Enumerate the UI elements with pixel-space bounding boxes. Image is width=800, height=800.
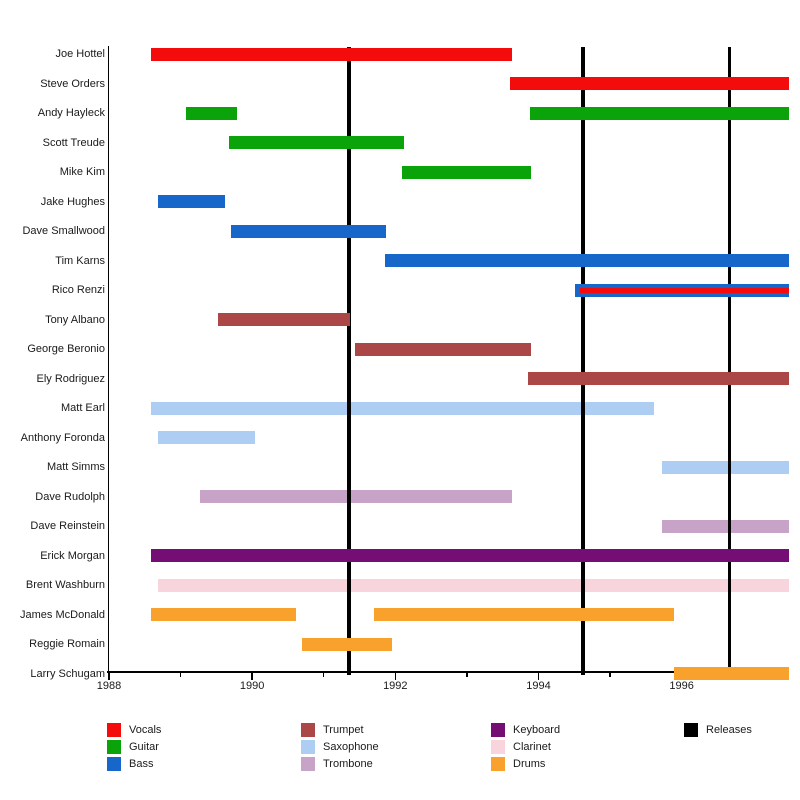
timeline-bar-guitar	[529, 106, 789, 120]
legend-label-keyboard: Keyboard	[513, 724, 561, 736]
member-label: Scott Treude	[42, 136, 105, 149]
member-label: Dave Smallwood	[22, 225, 105, 237]
member-label: Mike Kim	[59, 166, 105, 178]
timeline-bar-drums	[674, 667, 789, 680]
member-label: Reggie Romain	[29, 638, 105, 650]
axis-minor-tick	[179, 672, 182, 677]
timeline-bar-trumpet	[355, 342, 531, 356]
axis-minor-tick	[609, 672, 611, 677]
legend-label-trumpet: Trumpet	[323, 724, 364, 736]
axis-major-tick	[394, 672, 397, 680]
member-label: Andy Hayleck	[37, 107, 105, 119]
member-label: Brent Washburn	[25, 579, 105, 591]
release-marker-line	[727, 47, 732, 675]
release-marker-line	[347, 47, 351, 675]
axis-tick-label: 1992	[383, 680, 408, 692]
member-label: Tony Albano	[45, 313, 105, 326]
timeline-bar-saxophone	[661, 460, 789, 474]
timeline-bar-guitar	[186, 106, 238, 120]
legend-swatch-guitar	[107, 740, 121, 754]
timeline-bar-drums	[150, 608, 296, 621]
legend-swatch-trombone	[301, 757, 315, 771]
legend-swatch-clarinet	[491, 740, 505, 754]
axis-minor-tick	[466, 672, 468, 677]
legend-swatch-bass	[107, 757, 121, 771]
timeline-bar-keyboard	[150, 549, 789, 562]
axis-major-tick	[108, 672, 110, 680]
legend-label-bass: Bass	[129, 758, 154, 770]
member-label: Tim Karns	[55, 254, 105, 267]
axis-major-tick	[537, 672, 540, 680]
legend-swatch-saxophone	[301, 740, 315, 754]
legend-swatch-keyboard	[491, 723, 505, 737]
legend-label-trombone: Trombone	[323, 758, 373, 770]
member-label: Jake Hughes	[40, 195, 105, 208]
timeline-bar-bass	[230, 224, 386, 238]
member-label: George Beronio	[27, 343, 105, 355]
timeline-bar-vocals	[150, 47, 512, 61]
member-label: Dave Reinstein	[30, 520, 105, 532]
axis-tick-label: 1990	[239, 680, 265, 692]
legend-label-saxophone: Saxophone	[323, 741, 379, 753]
timeline-bar-trumpet	[217, 313, 351, 326]
timeline-bar-clarinet	[157, 578, 789, 592]
legend-label-clarinet: Clarinet	[513, 741, 551, 753]
legend-label-vocals: Vocals	[129, 724, 162, 736]
member-label: Larry Schugam	[30, 667, 105, 680]
axis-tick-label: 1994	[526, 680, 551, 692]
x-axis-line	[107, 671, 789, 673]
timeline-bar-guitar	[229, 136, 404, 149]
release-marker-line	[581, 47, 585, 675]
legend-swatch-releases	[684, 723, 698, 737]
timeline-bar-vocals	[509, 77, 789, 90]
legend-swatch-vocals	[107, 723, 121, 737]
axis-tick-label: 1996	[669, 680, 694, 692]
axis-tick-label: 1988	[96, 680, 122, 692]
y-axis-line	[107, 46, 109, 673]
member-label: Rico Renzi	[51, 284, 105, 296]
member-label: Joe Hottel	[55, 48, 105, 60]
timeline-bar-bass	[157, 195, 225, 208]
timeline-bar-bass	[384, 254, 789, 267]
legend-label-releases: Releases	[706, 724, 752, 736]
member-label: Dave Rudolph	[35, 490, 105, 503]
timeline-bar-drums	[373, 608, 675, 621]
member-label: James McDonald	[20, 608, 105, 621]
timeline-bar-saxophone	[150, 401, 655, 415]
member-label: Anthony Foronda	[20, 431, 105, 444]
timeline-bar-saxophone	[157, 431, 256, 444]
member-label: Matt Earl	[60, 402, 105, 414]
member-label: Ely Rodriguez	[36, 372, 105, 385]
timeline-bar-trombone	[199, 490, 512, 503]
timeline-bar-trombone	[661, 519, 789, 533]
member-label: Steve Orders	[40, 77, 105, 90]
legend-label-drums: Drums	[513, 758, 546, 770]
timeline-bar-drums	[301, 637, 392, 651]
member-label: Matt Simms	[46, 461, 105, 473]
legend-label-guitar: Guitar	[129, 741, 159, 753]
timeline-bar-guitar	[402, 165, 532, 179]
legend-swatch-drums	[491, 757, 505, 771]
timeline-bar-vocals	[579, 287, 789, 293]
timeline-bar-trumpet	[527, 372, 789, 385]
legend-swatch-trumpet	[301, 723, 315, 737]
axis-minor-tick	[322, 672, 325, 677]
axis-major-tick	[251, 672, 253, 680]
member-label: Erick Morgan	[40, 549, 105, 562]
